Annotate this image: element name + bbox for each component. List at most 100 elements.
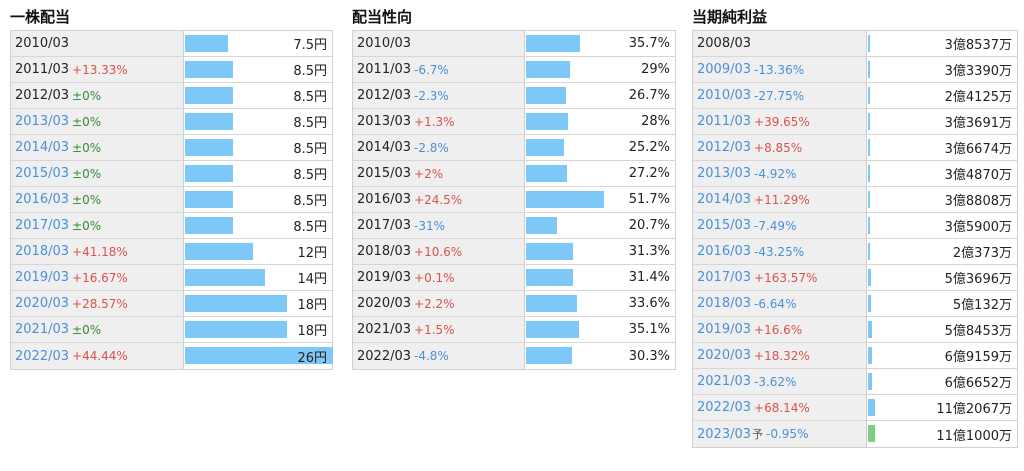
value-text: 8.5円	[293, 64, 327, 79]
row-label: 2022/03 +68.14%	[693, 395, 867, 420]
value-bar	[868, 373, 872, 390]
value-cell: 20.7%	[525, 213, 675, 238]
value-cell: 29%	[525, 57, 675, 82]
value-cell: 5億8453万	[867, 317, 1017, 342]
value-cell: 25.2%	[525, 135, 675, 160]
period-link[interactable]: 2012/03	[697, 140, 752, 155]
table-row: 2011/03 -6.7% 29%	[353, 57, 675, 83]
period-label: 2022/03	[357, 348, 412, 364]
row-label: 2011/03 +13.33%	[11, 57, 184, 82]
value-bar	[185, 61, 233, 78]
value-bar	[868, 87, 870, 104]
change-percent: +68.14%	[754, 400, 810, 415]
table-row: 2017/03 -31% 20.7%	[353, 213, 675, 239]
table-row: 2012/03 ±0% 8.5円	[11, 83, 332, 109]
change-percent: -31%	[414, 218, 446, 233]
value-text: 12円	[297, 246, 327, 261]
period-link[interactable]: 2023/03	[697, 426, 752, 442]
period-link[interactable]: 2014/03	[697, 192, 752, 207]
value-cell: 28%	[525, 109, 675, 134]
period-link[interactable]: 2017/03	[15, 218, 70, 233]
change-percent: +28.57%	[72, 296, 128, 311]
value-bar	[185, 217, 233, 234]
period-link[interactable]: 2019/03	[15, 270, 70, 285]
period-link[interactable]: 2020/03	[697, 348, 752, 363]
change-percent: -4.92%	[754, 166, 797, 181]
period-link[interactable]: 2013/03	[697, 166, 752, 181]
period-link[interactable]: 2014/03	[15, 140, 70, 155]
change-percent: -4.8%	[414, 349, 449, 363]
change-percent: ±0%	[72, 88, 102, 103]
change-percent: +1.3%	[414, 114, 455, 129]
period-link[interactable]: 2021/03	[697, 374, 752, 389]
value-cell: 8.5円	[184, 161, 332, 186]
table-row: 2021/03 ±0% 18円	[11, 317, 332, 343]
value-text: 3億4870万	[944, 168, 1012, 183]
value-cell: 3億5900万	[867, 213, 1017, 238]
period-link[interactable]: 2017/03	[697, 270, 752, 285]
value-text: 25.2%	[628, 140, 670, 155]
period-link[interactable]: 2015/03	[15, 166, 70, 181]
value-bar	[526, 165, 567, 182]
period-link[interactable]: 2022/03	[15, 348, 70, 364]
change-percent: +41.18%	[72, 244, 128, 259]
period-link[interactable]: 2022/03	[697, 400, 752, 415]
value-text: 30.3%	[628, 348, 670, 364]
period-link[interactable]: 2019/03	[697, 322, 752, 337]
period-link[interactable]: 2015/03	[697, 218, 752, 233]
value-bar	[185, 113, 233, 130]
table-row: 2019/03 +16.67% 14円	[11, 265, 332, 291]
value-text: 3億6674万	[944, 142, 1012, 157]
period-link[interactable]: 2018/03	[15, 244, 70, 259]
table-row: 2017/03 ±0% 8.5円	[11, 213, 332, 239]
row-label: 2018/03 +10.6%	[353, 239, 525, 264]
value-bar	[526, 295, 577, 312]
change-percent: ±0%	[72, 322, 102, 337]
net-income-title: 当期純利益	[692, 8, 768, 26]
period-link[interactable]: 2013/03	[15, 114, 70, 129]
period-label: 2012/03	[357, 88, 412, 103]
change-percent: ±0%	[72, 166, 102, 181]
row-label: 2021/03 -3.62%	[693, 369, 867, 394]
row-label: 2014/03 -2.8%	[353, 135, 525, 160]
period-label: 2010/03	[15, 36, 70, 51]
period-link[interactable]: 2016/03	[15, 192, 70, 207]
value-text: 8.5円	[293, 90, 327, 105]
table-row: 2008/03 3億8537万	[693, 31, 1017, 57]
period-link[interactable]: 2016/03	[697, 244, 752, 259]
table-row: 2021/03 -3.62% 6億6652万	[693, 369, 1017, 395]
row-label: 2009/03 -13.36%	[693, 57, 867, 82]
value-cell: 2億4125万	[867, 83, 1017, 108]
table-row: 2011/03 +39.65% 3億3691万	[693, 109, 1017, 135]
value-cell: 3億8537万	[867, 31, 1017, 56]
table-row: 2010/03 -27.75% 2億4125万	[693, 83, 1017, 109]
period-link[interactable]: 2009/03	[697, 62, 752, 77]
value-cell: 6億9159万	[867, 343, 1017, 368]
change-percent: ±0%	[72, 140, 102, 155]
period-label: 2020/03	[357, 296, 412, 311]
dividend-panel: 一株配当 2010/03 7.5円 2011/03 +13.33% 8.5円 2012/0…	[10, 4, 333, 370]
dividend-title: 一株配当	[10, 8, 71, 26]
value-bar	[868, 139, 870, 156]
period-link[interactable]: 2011/03	[697, 114, 752, 129]
table-row: 2014/03 -2.8% 25.2%	[353, 135, 675, 161]
row-label: 2010/03	[353, 31, 525, 56]
period-link[interactable]: 2021/03	[15, 322, 70, 337]
value-text: 18円	[297, 298, 327, 313]
value-cell: 3億8808万	[867, 187, 1017, 212]
period-link[interactable]: 2018/03	[697, 296, 752, 311]
table-row: 2010/03 35.7%	[353, 31, 675, 57]
payout-title: 配当性向	[352, 8, 413, 26]
table-row: 2013/03 ±0% 8.5円	[11, 109, 332, 135]
period-link[interactable]: 2010/03	[697, 88, 752, 103]
value-text: 7.5円	[293, 38, 327, 53]
value-text: 27.2%	[628, 166, 670, 181]
value-text: 8.5円	[293, 194, 327, 209]
row-label: 2020/03 +18.32%	[693, 343, 867, 368]
period-link[interactable]: 2020/03	[15, 296, 70, 311]
change-percent: +8.85%	[754, 140, 803, 155]
value-bar	[185, 295, 287, 312]
change-percent: -3.62%	[754, 374, 797, 389]
table-row: 2020/03 +18.32% 6億9159万	[693, 343, 1017, 369]
value-text: 8.5円	[293, 142, 327, 157]
